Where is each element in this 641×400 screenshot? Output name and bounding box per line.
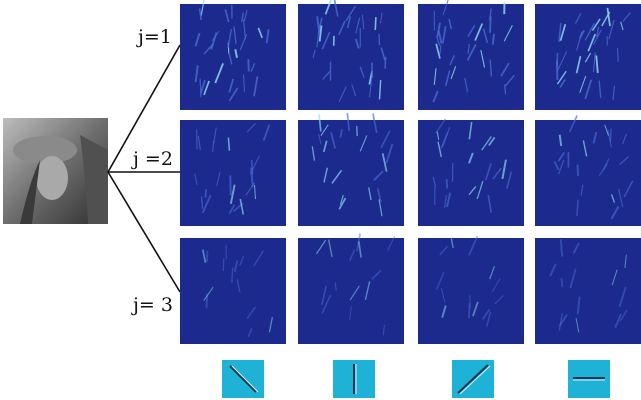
tile-background	[298, 4, 404, 110]
filter-icon	[452, 360, 494, 398]
row-label: j=1	[136, 26, 172, 48]
tile-background	[418, 120, 524, 226]
tile-background	[298, 238, 404, 344]
coefficient-streak	[447, 179, 448, 188]
filter-icon	[568, 360, 610, 398]
coefficient-tile	[180, 120, 286, 226]
row-label: j =2	[131, 148, 173, 170]
coefficient-tile	[180, 238, 286, 344]
coefficient-tile	[298, 113, 404, 226]
coefficient-streak	[490, 16, 491, 32]
coefficient-tile	[418, 0, 524, 110]
coefficient-tile	[535, 115, 641, 226]
tile-background	[298, 120, 404, 226]
coefficient-streak	[561, 278, 562, 287]
coefficient-tile	[418, 236, 524, 344]
tile-background	[418, 238, 524, 344]
coefficient-tile	[180, 0, 286, 110]
coefficient-tile	[535, 4, 641, 110]
coefficient-streak	[610, 129, 611, 142]
coefficient-streak	[493, 34, 494, 45]
coefficient-streak	[223, 258, 224, 271]
coefficient-streak	[232, 268, 233, 283]
coefficient-streak	[578, 165, 579, 176]
coefficient-tile	[298, 0, 404, 110]
coefficient-streak	[618, 48, 619, 62]
coefficient-tile	[535, 238, 641, 344]
filter-icon	[333, 360, 375, 398]
filter-icon	[222, 360, 264, 398]
row-label: j= 3	[131, 294, 173, 316]
coefficient-streak	[375, 17, 376, 30]
filters	[222, 360, 610, 398]
coefficient-streak	[205, 189, 206, 197]
input-image	[3, 118, 108, 224]
coefficient-streak	[469, 303, 470, 318]
wavelet-diagram: j=1 j =2 j= 3	[0, 0, 641, 400]
tile-background	[180, 120, 286, 226]
coefficient-streak	[228, 138, 229, 151]
coefficient-streak	[379, 34, 380, 45]
coefficient-tile	[418, 119, 524, 226]
coefficient-tile	[298, 233, 404, 344]
coefficient-grid	[180, 0, 641, 344]
coefficient-streak	[200, 79, 201, 98]
